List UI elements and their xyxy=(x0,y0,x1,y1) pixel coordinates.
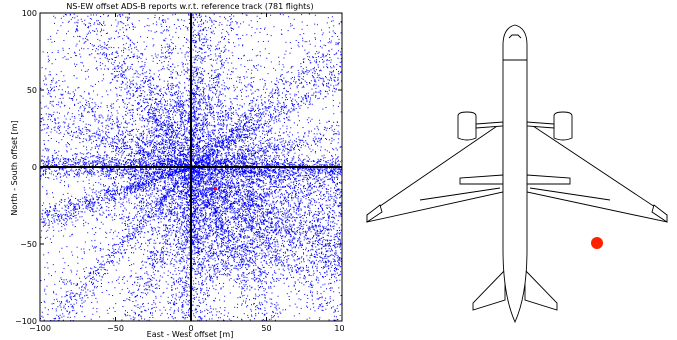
y-tick-label: −50 xyxy=(20,240,37,249)
right-wing xyxy=(526,121,668,223)
airliner-top-view-icon xyxy=(366,24,668,324)
x-tick-label: −50 xyxy=(107,324,124,333)
x-tick-label: 50 xyxy=(261,324,271,333)
plot-area xyxy=(39,12,343,322)
left-flap-line xyxy=(419,187,501,201)
aircraft-diagram xyxy=(366,24,668,324)
right-flap-line xyxy=(529,187,611,201)
right-stabilizer xyxy=(524,268,558,311)
y-tick-label: 0 xyxy=(32,163,37,172)
y-axis-label: North - South offset [m] xyxy=(10,120,19,215)
left-stabilizer xyxy=(472,268,506,311)
x-tick-label: 0 xyxy=(188,324,193,333)
cockpit-windows xyxy=(508,34,522,39)
fuselage xyxy=(502,24,528,324)
chart-title: NS-EW offset ADS-B reports w.r.t. refere… xyxy=(66,2,313,11)
reference-marker xyxy=(591,237,603,249)
y-tick-label: −100 xyxy=(15,317,37,326)
right-engine xyxy=(553,111,573,141)
x-axis-label: East - West offset [m] xyxy=(147,330,234,339)
x-tick-label: 100 xyxy=(334,324,345,333)
right-wing-tip xyxy=(651,204,668,223)
left-wing xyxy=(366,121,504,223)
left-engine xyxy=(457,111,477,141)
scatter-plot: NS-EW offset ADS-B reports w.r.t. refere… xyxy=(10,2,345,339)
x-tick-label: −100 xyxy=(29,324,51,333)
y-tick-label: 50 xyxy=(27,86,37,95)
highlight-point xyxy=(213,186,217,191)
y-tick-label: 100 xyxy=(22,9,37,18)
left-wing-tip xyxy=(366,204,383,223)
axis-ticks: −100 −50 0 50 100 −100 −50 0 50 100 xyxy=(15,9,345,333)
